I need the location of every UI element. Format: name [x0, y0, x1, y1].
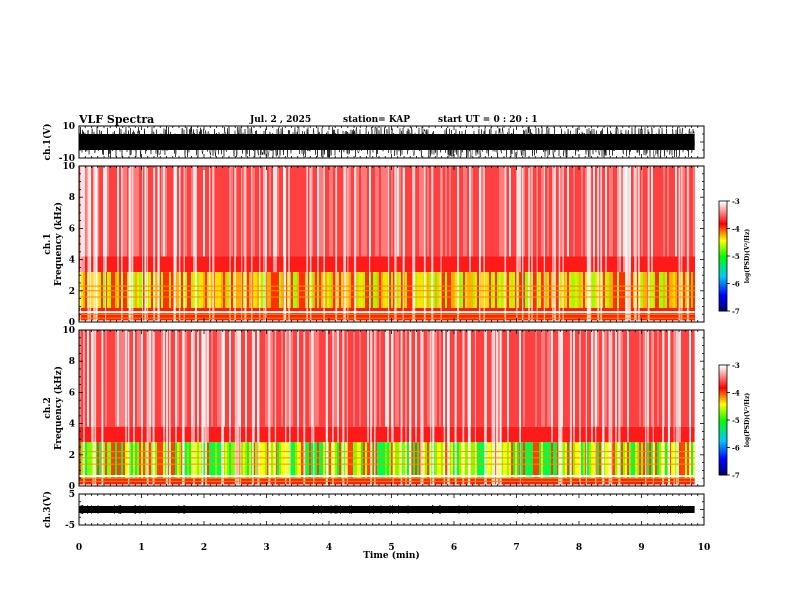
spectrogram-1	[79, 166, 704, 322]
y-tick-label-1-2: 4	[69, 256, 75, 266]
y-tick-label-2-4: 8	[69, 357, 75, 367]
x-tick-label-3: 3	[263, 543, 269, 553]
colorbar-tick-label-1-1: -4	[732, 225, 740, 234]
date-label: Jul. 2 , 2025	[250, 115, 312, 125]
x-tick-label-10: 10	[698, 543, 711, 553]
y-tick-label-1-1: 2	[69, 287, 75, 297]
colorbar-tick-label-1-4: -7	[732, 307, 740, 316]
colorbar-tick-label-1-0: -3	[732, 197, 740, 206]
ch3-y-tick-label-1: -5	[65, 521, 75, 531]
x-tick-label-1: 1	[138, 543, 144, 553]
ch1-waveform-trace	[78, 126, 695, 158]
ch3-waveform-ylabel: ch.3(V)	[42, 491, 53, 528]
y-tick-label-2-5: 10	[62, 326, 75, 336]
spectrogram-2	[79, 330, 704, 486]
y-axis-channel-label-1: ch.1	[43, 233, 53, 254]
y-tick-label-2-1: 2	[69, 451, 75, 461]
colorbar-tick-label-2-0: -3	[732, 361, 740, 370]
figure-title: VLF Spectra	[79, 113, 155, 126]
start-time-label: start UT = 0 : 20 : 1	[438, 115, 538, 125]
y-tick-label-1-3: 6	[69, 224, 75, 234]
x-tick-label-8: 8	[576, 543, 582, 553]
x-tick-label-2: 2	[201, 543, 207, 553]
x-tick-label-0: 0	[76, 543, 82, 553]
x-tick-label-5: 5	[388, 543, 394, 553]
y-axis-label-1: Frequency (kHz)	[53, 202, 64, 286]
colorbar-tick-label-1-2: -5	[732, 252, 740, 261]
colorbar-label-1: log(PSD)(V²/Hz)	[744, 229, 751, 284]
x-tick-label-9: 9	[638, 543, 644, 553]
y-tick-label-1-5: 10	[62, 162, 75, 172]
ch1-y-tick-label-0: 10	[62, 122, 75, 132]
y-tick-label-1-0: 0	[69, 318, 75, 328]
colorbar-tick-label-2-3: -6	[732, 444, 740, 453]
y-tick-label-2-0: 0	[69, 482, 75, 492]
x-tick-label-7: 7	[513, 543, 519, 553]
colorbar-tick-label-2-4: -7	[732, 471, 740, 480]
y-axis-channel-label-2: ch.2	[43, 397, 53, 418]
colorbar-tick-label-2-1: -4	[732, 389, 740, 398]
x-tick-label-4: 4	[326, 543, 332, 553]
y-tick-label-2-2: 4	[69, 420, 75, 430]
ch3-y-tick-label-0: 5	[69, 490, 75, 500]
ch3-waveform-trace	[79, 506, 695, 513]
x-tick-label-6: 6	[451, 543, 457, 553]
station-label: station= KAP	[343, 115, 411, 125]
colorbar-tick-label-2-2: -5	[732, 416, 740, 425]
y-tick-label-1-4: 8	[69, 193, 75, 203]
colorbar-tick-label-1-3: -6	[732, 280, 740, 289]
ch1-y-tick-label-1: -10	[59, 154, 75, 164]
x-axis-label: Time (min)	[363, 550, 420, 561]
y-axis-label-2: Frequency (kHz)	[53, 366, 64, 450]
colorbar-label-2: log(PSD)(V²/Hz)	[744, 393, 751, 448]
ch1-waveform-ylabel: ch.1(V)	[42, 124, 53, 161]
y-tick-label-2-3: 6	[69, 388, 75, 398]
